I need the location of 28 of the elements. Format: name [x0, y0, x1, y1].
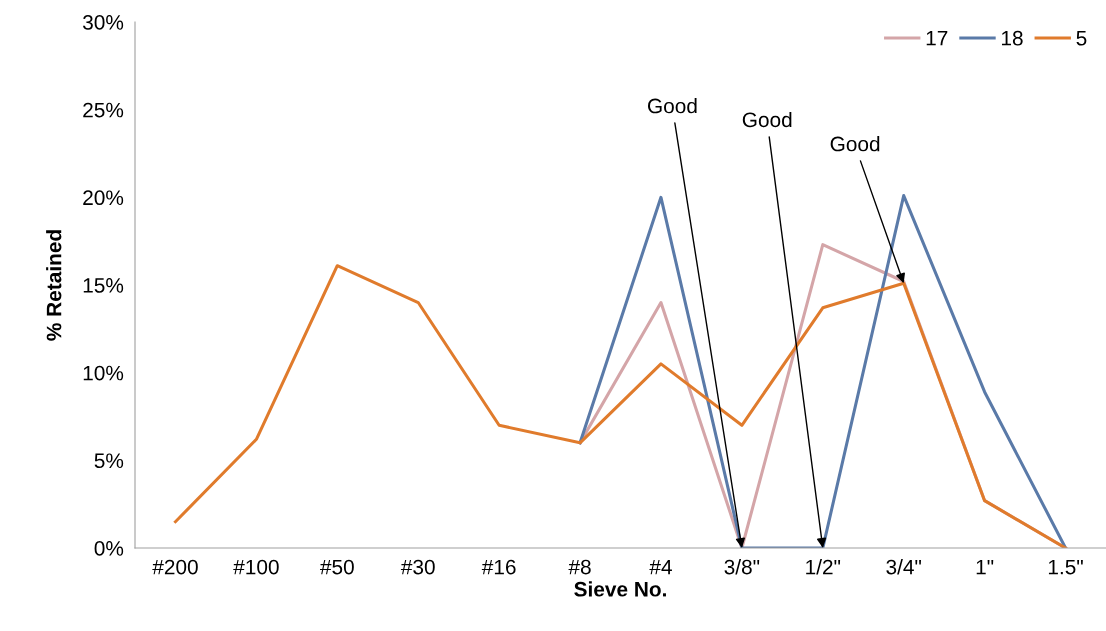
- x-tick-label: 1.5": [1048, 559, 1083, 575]
- x-tick-label: 3/4": [886, 559, 921, 575]
- y-axis-title: % Retained: [46, 230, 62, 341]
- x-tick-label: 1": [976, 559, 994, 575]
- legend-label: 18: [1002, 30, 1023, 46]
- legend-label: 5: [1076, 30, 1087, 46]
- annotation: Good: [830, 136, 880, 152]
- y-tick-label: 15%: [83, 278, 124, 293]
- line-series: [173, 264, 1068, 548]
- x-tick-label: #50: [320, 559, 354, 575]
- x-tick-label: #30: [400, 559, 435, 575]
- x-tick-label: #8: [568, 559, 591, 575]
- x-axis-title: Sieve No.: [574, 581, 666, 597]
- y-tick-label: 0%: [94, 541, 124, 556]
- y-tick-label: 5%: [94, 453, 124, 469]
- y-tick-label: 10%: [83, 365, 124, 381]
- x-tick-label: 1/2": [806, 559, 841, 575]
- x-tick-label: #4: [649, 559, 672, 575]
- legend-label: 17: [926, 30, 948, 46]
- x-tick-label: #100: [233, 559, 279, 575]
- x-tick-label: #200: [152, 559, 198, 575]
- x-tick-label: 3/8": [724, 559, 760, 575]
- annotation: Good: [742, 111, 792, 128]
- y-tick-label: 30%: [82, 15, 124, 30]
- y-tick-label: 20%: [83, 190, 124, 206]
- annotation: Good: [648, 98, 697, 114]
- y-tick-label: 25%: [83, 102, 124, 118]
- x-tick-label: #16: [481, 559, 516, 575]
